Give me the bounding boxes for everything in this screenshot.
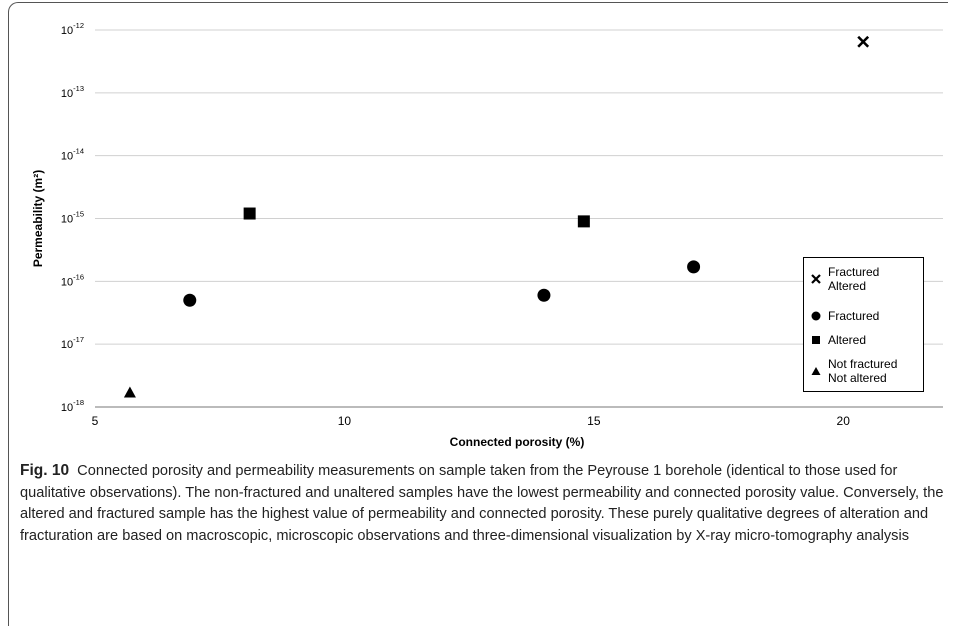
legend-label-line: Altered — [828, 333, 867, 347]
legend-label: Fractured — [828, 309, 879, 323]
legend-label-line: Not altered — [828, 371, 887, 385]
legend-item: Fractured Altered — [810, 265, 879, 293]
data-point-circle — [183, 293, 197, 307]
figure-frame — [8, 2, 948, 626]
y-tick-label: 10-12 — [61, 21, 84, 37]
legend-marker-triangle-icon — [811, 367, 821, 375]
y-tick-label: 10-14 — [61, 147, 84, 163]
legend-label: Not fractured Not altered — [828, 357, 897, 385]
data-point-square — [577, 215, 590, 228]
x-axis-title: Connected porosity (%) — [450, 435, 585, 449]
x-tick-label: 15 — [587, 414, 601, 428]
scatter-chart: 10-12 10-13 10-14 10-15 10-16 10-17 10-18 5 10 15… — [31, 21, 943, 449]
chart-legend: Fractured Altered Fractured Altered Not frac… — [803, 257, 924, 392]
x-tick-label: 10 — [338, 414, 352, 428]
y-tick-label: 10-17 — [61, 335, 84, 351]
y-tick-label: 10-18 — [61, 398, 84, 414]
y-tick-label: 10-16 — [61, 272, 84, 288]
legend-marker-square-icon — [812, 336, 820, 344]
x-tick-label: 20 — [837, 414, 851, 428]
data-point-x — [857, 35, 870, 48]
figure-caption: Fig. 10 Connected porosity and permeabil… — [20, 460, 945, 547]
legend-item: Not fractured Not altered — [810, 357, 897, 385]
legend-label-line: Fractured — [828, 309, 880, 323]
legend-item: Fractured — [810, 309, 879, 323]
legend-marker-circle-icon — [811, 311, 821, 321]
x-tick-label: 5 — [92, 414, 99, 428]
y-axis-title: Permeability (m²) — [31, 170, 45, 267]
y-tick-label: 10-15 — [61, 210, 84, 226]
legend-label-line: Fractured — [828, 265, 880, 279]
data-point-circle — [687, 260, 701, 274]
legend-item: Altered — [810, 333, 866, 347]
data-point-triangle — [123, 386, 136, 398]
data-point-square — [243, 207, 256, 220]
caption-label: Fig. 10 — [20, 462, 70, 479]
y-tick-label: 10-13 — [61, 84, 84, 100]
caption-text: Connected porosity and permeability meas… — [20, 463, 944, 544]
legend-label-line: Not fractured — [828, 357, 898, 371]
legend-label-line: Altered — [828, 279, 867, 293]
data-point-circle — [537, 288, 551, 302]
legend-marker-x-icon — [811, 274, 821, 284]
legend-label: Altered — [828, 333, 866, 347]
legend-label: Fractured Altered — [828, 265, 879, 293]
